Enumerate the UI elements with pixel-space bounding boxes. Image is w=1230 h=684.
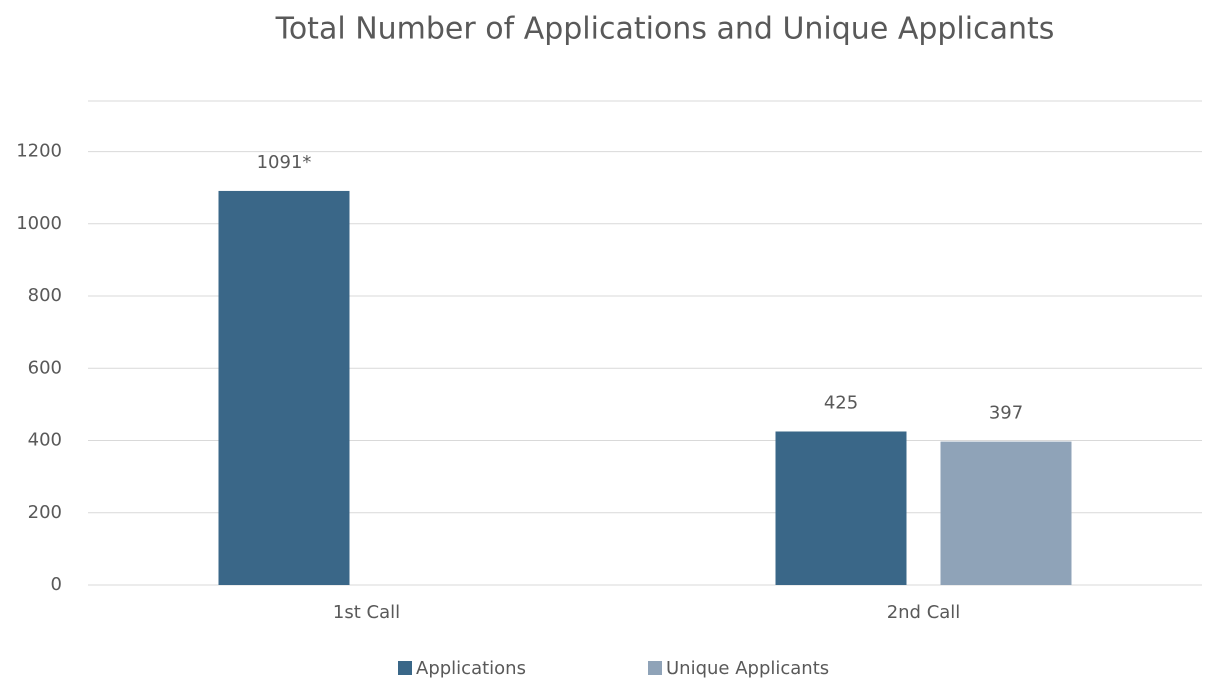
value-label: 1091* xyxy=(257,152,312,173)
value-label: 425 xyxy=(824,392,858,413)
value-label: 397 xyxy=(989,403,1023,424)
legend-label: Unique Applicants xyxy=(666,658,829,679)
x-tick-label: 1st Call xyxy=(333,602,400,623)
y-tick-label: 800 xyxy=(28,285,62,306)
legend-label: Applications xyxy=(416,658,526,679)
y-tick-label: 1200 xyxy=(16,141,62,162)
chart-title: Total Number of Applications and Unique … xyxy=(275,12,1055,47)
legend-swatch xyxy=(648,661,662,675)
bar xyxy=(775,431,907,585)
bar xyxy=(218,190,350,585)
bar xyxy=(940,441,1072,585)
y-tick-label: 1000 xyxy=(16,213,62,234)
y-tick-label: 200 xyxy=(28,502,62,523)
y-tick-label: 600 xyxy=(28,357,62,378)
legend-swatch xyxy=(398,661,412,675)
y-tick-label: 0 xyxy=(51,574,62,595)
y-tick-label: 400 xyxy=(28,430,62,451)
x-tick-label: 2nd Call xyxy=(887,602,961,623)
